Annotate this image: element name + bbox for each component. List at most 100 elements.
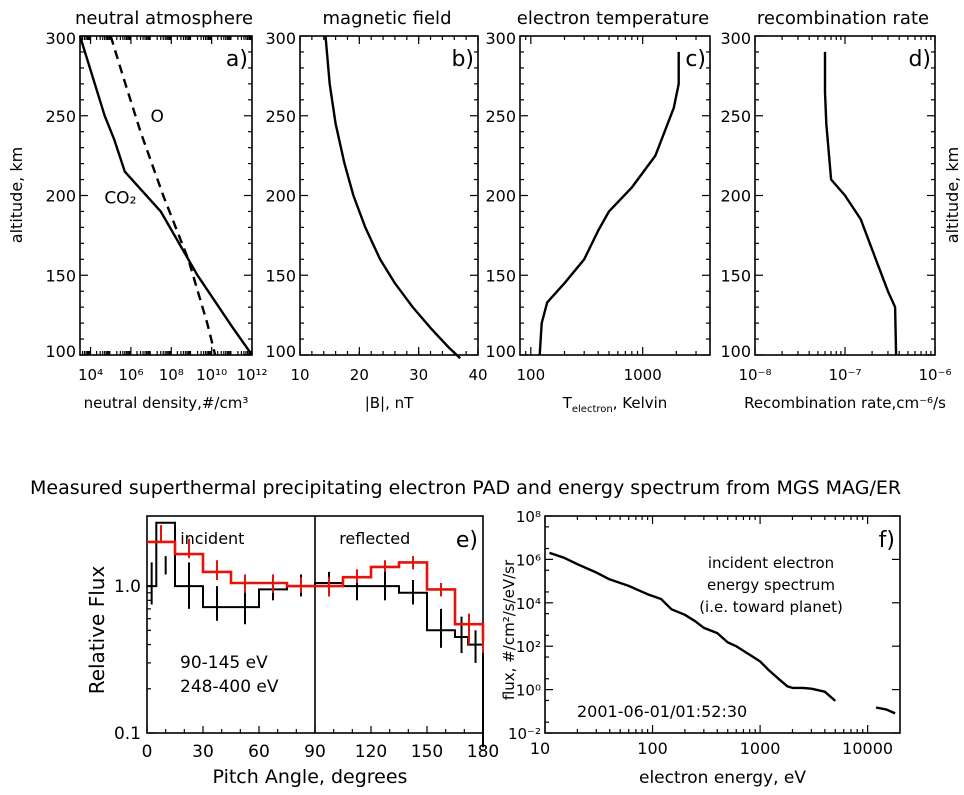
chart-title: neutral atmosphere <box>75 8 253 29</box>
y-tick-label: 1.0 <box>114 577 141 597</box>
panel-label: b) <box>451 47 474 72</box>
y-tick-label: 150 <box>485 266 516 285</box>
spectrum-annotation-line: energy spectrum <box>707 576 835 594</box>
chart-title: recombination rate <box>757 8 929 29</box>
x-tick-label: 180 <box>467 742 499 762</box>
y-axis-label: Relative Flux <box>85 566 109 695</box>
y-tick-label: 10⁴ <box>516 595 541 613</box>
y-tick-label: 200 <box>45 187 76 206</box>
plot-frame <box>299 35 479 356</box>
panel-label: a) <box>226 47 248 72</box>
y-tick-label: 10⁸ <box>516 508 541 526</box>
series-line <box>109 35 217 356</box>
region-label: incident <box>180 529 244 548</box>
y-tick-label: 200 <box>720 187 751 206</box>
x-tick-label: 120 <box>355 742 387 762</box>
panel-d-recombination-rate: recombination rate d) 100 150 200 250 300 10⁻⁸ 1… <box>720 8 962 412</box>
series-line <box>823 51 898 356</box>
y-tick-label: 200 <box>265 187 296 206</box>
series-histogram <box>147 521 484 733</box>
panel-c-electron-temperature: electron temperature c) 100 150 200 250 300 100… <box>485 8 711 415</box>
x-axis-label: neutral density,#/cm³ <box>84 394 249 412</box>
y-tick-label: 150 <box>265 266 296 285</box>
y-tick-label: 150 <box>45 266 76 285</box>
y-tick-label: 10⁰ <box>516 682 541 700</box>
y-tick-label: 10² <box>516 638 541 656</box>
x-axis-label: Pitch Angle, degrees <box>213 766 408 788</box>
y-tick-label: 250 <box>45 107 76 126</box>
y-tick-label: 0.1 <box>114 724 141 744</box>
series-line <box>538 51 680 356</box>
y-tick-label: 300 <box>720 29 751 48</box>
y-tick-label: 200 <box>485 187 516 206</box>
x-tick-label: 10 <box>530 739 550 758</box>
spectrum-line <box>549 551 837 702</box>
y-tick-label: 300 <box>45 29 76 48</box>
plot-frame <box>544 515 901 734</box>
x-tick-label: 1000 <box>740 739 781 758</box>
y-tick-label: 300 <box>485 29 516 48</box>
series-annotation: O <box>150 107 163 127</box>
x-axis-label: Telectron, Kelvin <box>562 394 668 415</box>
panel-label: d) <box>908 47 931 72</box>
x-tick-label: 10 <box>290 366 309 384</box>
x-tick-label: 10⁻⁸ <box>738 366 771 384</box>
chart-title: magnetic field <box>323 8 452 29</box>
x-axis-label: |B|, nT <box>365 394 414 412</box>
x-tick-label: 1000 <box>624 366 662 384</box>
panel-f-energy-spectrum: f) 10 100 1000 10000 10⁻² 10⁰ 10² 10⁴ 10⁶ 10⁸ elect… <box>500 508 901 788</box>
y-tick-label: 250 <box>485 107 516 126</box>
panel-e-pitch-angle-distribution: incident reflected e) 0 30 60 90 120 150 180 0.1 1.… <box>85 515 499 788</box>
x-tick-label: 40 <box>468 366 487 384</box>
y-axis-label: altitude, km <box>943 147 962 243</box>
x-axis-label: electron energy, eV <box>639 768 806 788</box>
panel-b-magnetic-field: magnetic field b) 100 150 200 250 300 10 20 30 40 |… <box>265 8 487 412</box>
x-tick-label: 90 <box>304 742 326 762</box>
x-tick-label: 0 <box>142 742 153 762</box>
x-tick-label: 100 <box>637 739 668 758</box>
timestamp-label: 2001-06-01/01:52:30 <box>577 702 747 721</box>
panel-label: e) <box>456 528 478 553</box>
y-tick-label: 100 <box>45 342 76 361</box>
y-tick-label: 100 <box>485 342 516 361</box>
x-tick-label: 30 <box>192 742 214 762</box>
series-histogram <box>147 540 485 642</box>
y-axis-label: altitude, km <box>7 147 26 243</box>
spectrum-line <box>875 706 896 715</box>
x-tick-label: 10000 <box>842 739 893 758</box>
y-tick-label: 10⁶ <box>516 551 541 569</box>
y-tick-label: 100 <box>265 342 296 361</box>
y-axis-label: flux, #/cm²/s/eV/sr <box>500 559 518 700</box>
spectrum-annotation-line: (i.e. toward planet) <box>699 598 843 616</box>
x-tick-label: 10⁴ <box>78 366 103 384</box>
panel-label: c) <box>685 47 706 72</box>
x-tick-label: 30 <box>409 366 428 384</box>
x-tick-label: 20 <box>350 366 369 384</box>
panel-label: f) <box>879 528 895 553</box>
legend-entry-red: 90-145 eV <box>180 653 268 673</box>
spectrum-annotation-line: incident electron <box>708 554 834 572</box>
y-tick-label: 300 <box>265 29 296 48</box>
x-tick-label: 10⁸ <box>159 366 184 384</box>
plot-frame <box>519 35 711 356</box>
series-line <box>78 35 253 356</box>
chart-title: electron temperature <box>517 8 709 29</box>
legend-entry-black: 248-400 eV <box>180 677 279 697</box>
x-tick-label: 150 <box>411 742 443 762</box>
series-annotation: CO₂ <box>104 188 136 208</box>
x-tick-label: 60 <box>248 742 270 762</box>
x-tick-label: 10⁻⁶ <box>918 366 951 384</box>
bottom-heading: Measured superthermal precipitating elec… <box>30 477 901 499</box>
y-tick-label: 10⁻² <box>508 725 541 743</box>
y-tick-label: 150 <box>720 266 751 285</box>
x-tick-label: 10¹⁰ <box>196 366 227 384</box>
x-tick-label: 10⁶ <box>118 366 143 384</box>
x-axis-label: Recombination rate,cm⁻⁶/s <box>744 394 946 412</box>
panel-a-neutral-atmosphere: neutral atmosphere a) 100 150 200 250 300 10⁴ 10… <box>7 8 268 412</box>
series-line <box>324 35 462 360</box>
y-tick-label: 250 <box>720 107 751 126</box>
x-tick-label: 10¹² <box>236 366 267 384</box>
x-tick-label: 10⁻⁷ <box>828 366 861 384</box>
y-tick-label: 100 <box>720 342 751 361</box>
